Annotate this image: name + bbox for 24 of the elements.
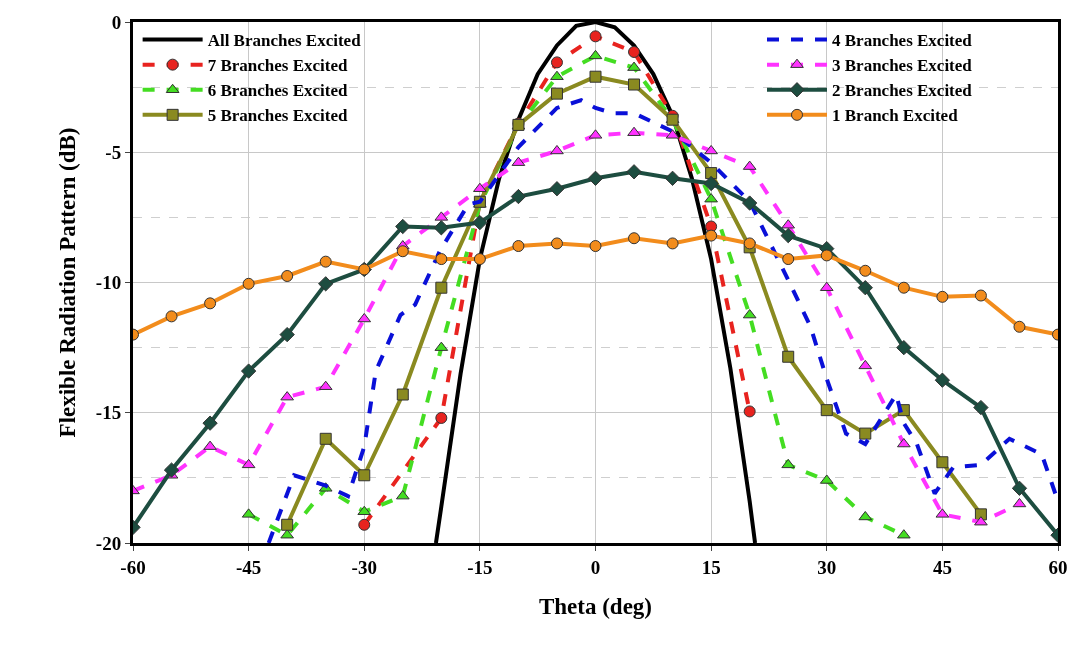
legend-label: 5 Branches Excited (207, 106, 348, 126)
y-axis-title: Flexible Radiation Pattern (dB) (55, 127, 81, 438)
x-tick-label: 15 (701, 556, 721, 578)
legend-label: 2 Branches Excited (832, 81, 973, 101)
x-tick-label: 0 (590, 556, 601, 578)
x-tick-label: -15 (467, 556, 493, 578)
y-tick-label: -5 (105, 141, 122, 163)
legend-label: 1 Branch Excited (832, 106, 959, 126)
x-tick-label: -30 (351, 556, 377, 578)
x-tick-label: 30 (817, 556, 837, 578)
legend-label: 3 Branches Excited (832, 56, 973, 76)
y-tick-label: -15 (95, 402, 122, 424)
x-tick-label: 45 (932, 556, 952, 578)
x-tick-label: 60 (1048, 556, 1068, 578)
y-tick-label: -10 (95, 272, 122, 294)
x-axis-title: Theta (deg) (538, 594, 653, 620)
legend-label: All Branches Excited (207, 31, 362, 51)
legend-label: 6 Branches Excited (207, 81, 348, 101)
legend-label: 4 Branches Excited (832, 31, 973, 51)
y-tick-label: -20 (95, 532, 122, 554)
x-tick-label: -45 (235, 556, 262, 578)
x-tick-label: -60 (120, 556, 146, 578)
legend-label: 7 Branches Excited (207, 56, 348, 76)
y-tick-label: 0 (111, 11, 122, 33)
